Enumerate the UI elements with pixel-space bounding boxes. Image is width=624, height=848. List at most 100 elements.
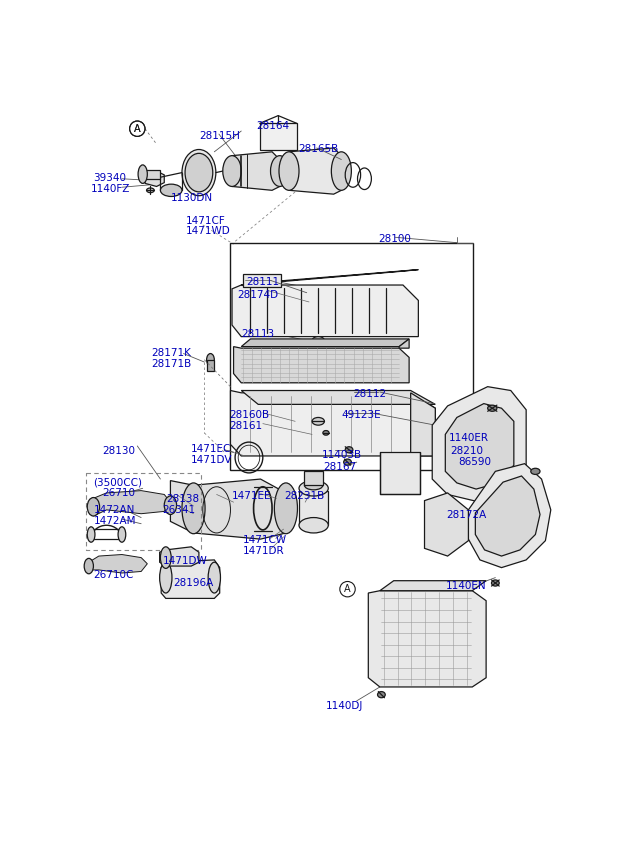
Text: 1140EN: 1140EN bbox=[446, 581, 487, 591]
Polygon shape bbox=[145, 171, 164, 187]
Ellipse shape bbox=[160, 547, 171, 568]
Text: 28161: 28161 bbox=[229, 421, 262, 431]
Text: 28171K: 28171K bbox=[151, 349, 191, 358]
Polygon shape bbox=[161, 560, 220, 599]
Polygon shape bbox=[232, 285, 418, 337]
Ellipse shape bbox=[84, 558, 94, 574]
Text: A: A bbox=[344, 584, 351, 594]
Ellipse shape bbox=[312, 337, 324, 344]
Text: 49123E: 49123E bbox=[341, 410, 381, 420]
Polygon shape bbox=[233, 347, 409, 382]
Text: 1471DV: 1471DV bbox=[191, 455, 233, 466]
Text: 1471CF: 1471CF bbox=[186, 215, 225, 226]
Text: 26710: 26710 bbox=[103, 488, 135, 499]
Polygon shape bbox=[469, 464, 551, 567]
Polygon shape bbox=[241, 270, 418, 285]
Text: 1140ER: 1140ER bbox=[449, 432, 489, 443]
Polygon shape bbox=[446, 404, 514, 489]
Polygon shape bbox=[89, 555, 147, 573]
Text: 28111: 28111 bbox=[246, 277, 279, 287]
Text: 1471DW: 1471DW bbox=[163, 556, 207, 566]
Ellipse shape bbox=[331, 152, 351, 190]
Ellipse shape bbox=[182, 483, 205, 533]
Ellipse shape bbox=[279, 152, 299, 190]
Ellipse shape bbox=[323, 431, 329, 435]
Text: 28196A: 28196A bbox=[173, 577, 214, 588]
Bar bbox=[260, 123, 296, 150]
Text: 1471CW: 1471CW bbox=[243, 535, 287, 545]
Polygon shape bbox=[368, 591, 486, 687]
Text: 28115H: 28115H bbox=[199, 131, 240, 141]
Ellipse shape bbox=[207, 354, 214, 365]
Text: 28113: 28113 bbox=[241, 329, 275, 339]
Polygon shape bbox=[94, 491, 170, 516]
Ellipse shape bbox=[312, 417, 324, 425]
Bar bbox=[230, 243, 473, 470]
Text: 1472AM: 1472AM bbox=[94, 516, 136, 526]
Polygon shape bbox=[241, 339, 409, 347]
Text: 1471WD: 1471WD bbox=[186, 226, 231, 236]
Ellipse shape bbox=[160, 184, 182, 197]
Polygon shape bbox=[475, 476, 540, 556]
Text: A: A bbox=[134, 124, 140, 134]
Text: 1472AN: 1472AN bbox=[94, 505, 135, 516]
Bar bbox=[305, 471, 323, 485]
Polygon shape bbox=[380, 581, 486, 591]
Text: 26341: 26341 bbox=[163, 505, 196, 516]
Polygon shape bbox=[143, 170, 160, 179]
Ellipse shape bbox=[531, 468, 540, 474]
Polygon shape bbox=[432, 387, 526, 502]
Text: 1140FZ: 1140FZ bbox=[90, 184, 130, 194]
Text: 26710C: 26710C bbox=[94, 570, 134, 580]
Ellipse shape bbox=[138, 165, 147, 183]
Polygon shape bbox=[399, 339, 409, 349]
Ellipse shape bbox=[344, 459, 351, 466]
Text: 1471EC: 1471EC bbox=[191, 444, 232, 455]
Ellipse shape bbox=[305, 481, 323, 490]
Text: 28112: 28112 bbox=[353, 389, 386, 399]
Text: 11403B: 11403B bbox=[321, 449, 361, 460]
Ellipse shape bbox=[164, 496, 177, 515]
Ellipse shape bbox=[87, 527, 95, 542]
Text: 28138: 28138 bbox=[167, 494, 200, 505]
Ellipse shape bbox=[182, 149, 216, 196]
Polygon shape bbox=[160, 547, 199, 566]
Ellipse shape bbox=[271, 156, 289, 187]
Ellipse shape bbox=[208, 562, 220, 593]
Ellipse shape bbox=[160, 562, 172, 593]
Polygon shape bbox=[424, 493, 469, 556]
Ellipse shape bbox=[185, 153, 213, 192]
Ellipse shape bbox=[87, 498, 100, 516]
Text: 28160B: 28160B bbox=[229, 410, 269, 420]
Text: A: A bbox=[134, 124, 140, 134]
Polygon shape bbox=[241, 391, 436, 404]
Bar bbox=[299, 491, 328, 525]
Ellipse shape bbox=[378, 692, 385, 698]
Text: 1471DR: 1471DR bbox=[243, 546, 285, 556]
Ellipse shape bbox=[488, 405, 497, 411]
Text: 28171B: 28171B bbox=[151, 359, 192, 369]
Polygon shape bbox=[232, 152, 280, 190]
Ellipse shape bbox=[275, 483, 298, 533]
Text: 28130: 28130 bbox=[103, 446, 135, 456]
Ellipse shape bbox=[492, 580, 499, 586]
Ellipse shape bbox=[223, 156, 241, 187]
Text: 28164: 28164 bbox=[256, 121, 290, 131]
Text: 28165B: 28165B bbox=[298, 144, 338, 154]
Ellipse shape bbox=[147, 188, 154, 192]
Text: 28174D: 28174D bbox=[237, 290, 278, 300]
Text: 28167: 28167 bbox=[323, 462, 356, 472]
Polygon shape bbox=[411, 393, 436, 456]
Ellipse shape bbox=[345, 447, 353, 453]
Text: 1471EE: 1471EE bbox=[232, 491, 271, 500]
Bar bbox=[380, 452, 420, 494]
Ellipse shape bbox=[299, 481, 328, 496]
Text: 28100: 28100 bbox=[378, 234, 411, 244]
Text: 28231B: 28231B bbox=[285, 491, 324, 500]
Polygon shape bbox=[289, 148, 341, 194]
Text: 1130DN: 1130DN bbox=[170, 192, 213, 203]
Text: 39340: 39340 bbox=[94, 173, 127, 183]
Ellipse shape bbox=[118, 527, 126, 542]
Polygon shape bbox=[230, 391, 436, 456]
Text: (3500CC): (3500CC) bbox=[94, 477, 142, 488]
